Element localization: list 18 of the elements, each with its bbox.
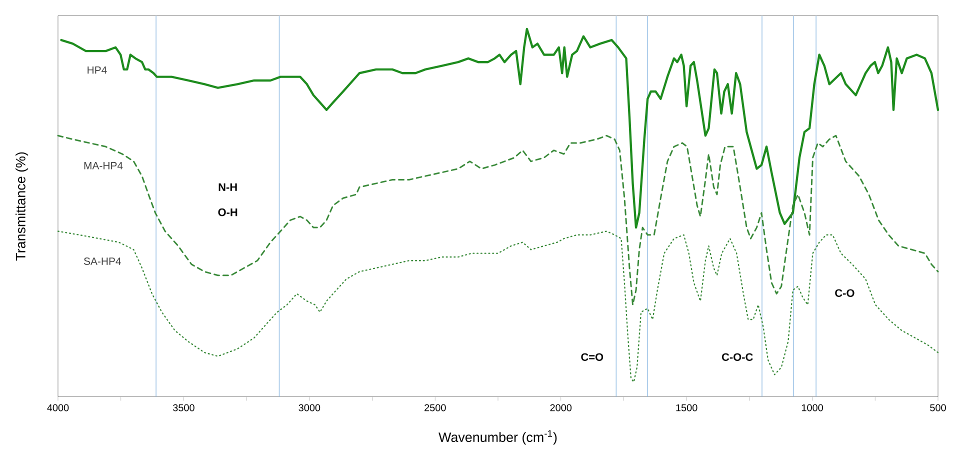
x-tick-label: 1000 — [802, 404, 823, 412]
series-label: SA-HP4 — [84, 258, 121, 265]
x-tick-label: 2500 — [424, 404, 446, 412]
annotation: O-H — [218, 208, 238, 216]
series-label: MA-HP4 — [84, 162, 123, 170]
x-tick-label: 3500 — [173, 404, 194, 412]
x-tick-label: 500 — [930, 404, 946, 412]
x-tick-label: 4000 — [47, 404, 69, 412]
annotation: C=O — [581, 353, 604, 361]
annotation: N-H — [218, 183, 237, 191]
series-label: HP4 — [88, 66, 107, 74]
x-tick-label: 3000 — [298, 404, 320, 412]
x-tick-label: 2000 — [550, 404, 572, 412]
y-axis-title: Transmittance (%) — [16, 152, 28, 261]
annotation: C-O-C — [722, 353, 753, 361]
x-axis-title: Wavenumber (cm$^{-1}$) — [438, 430, 557, 445]
x-tick-label: 1500 — [676, 404, 698, 412]
annotation: C-O — [835, 289, 854, 297]
